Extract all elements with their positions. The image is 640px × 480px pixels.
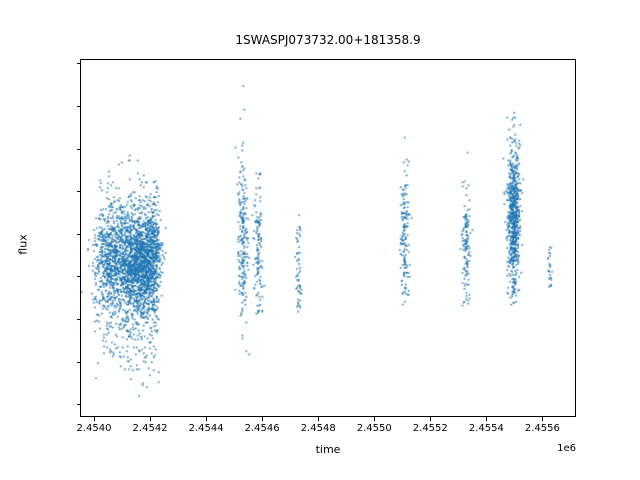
x-tick-label: 2.4540 [76, 423, 112, 434]
x-tick-mark [486, 417, 488, 421]
y-tick-mark [76, 276, 80, 278]
x-tick-label: 2.4542 [132, 423, 168, 434]
x-tick-mark [94, 417, 95, 421]
x-tick-mark [150, 417, 152, 421]
chart-title: 1SWASPJ073732.00+181358.9 [235, 33, 421, 47]
y-tick-mark [76, 191, 80, 193]
y-tick-mark [76, 361, 80, 363]
x-tick-mark [318, 417, 320, 421]
x-tick-mark [542, 417, 544, 421]
plot-axes-area [80, 59, 576, 417]
x-tick-label: 2.4550 [356, 423, 392, 434]
y-axis-label: flux [16, 234, 30, 255]
y-tick-mark [76, 148, 80, 150]
x-tick-mark [206, 417, 208, 421]
x-tick-label: 2.4556 [524, 423, 560, 434]
y-tick-mark [76, 105, 80, 107]
y-tick-mark [76, 63, 80, 65]
x-tick-label: 2.4544 [188, 423, 224, 434]
x-tick-mark [374, 417, 376, 421]
y-tick-mark [76, 318, 80, 320]
y-tick-mark [76, 233, 80, 235]
x-axis-offset-label: 1e6 [557, 443, 576, 454]
x-tick-label: 2.4548 [300, 423, 336, 434]
x-tick-label: 2.4546 [244, 423, 280, 434]
y-tick-mark [76, 404, 80, 406]
x-tick-mark [262, 417, 264, 421]
x-axis-label: time [315, 443, 341, 456]
scatter-data-layer [81, 60, 575, 416]
x-tick-mark [430, 417, 432, 421]
x-tick-label: 2.4552 [412, 423, 448, 434]
x-tick-label: 2.4554 [468, 423, 504, 434]
